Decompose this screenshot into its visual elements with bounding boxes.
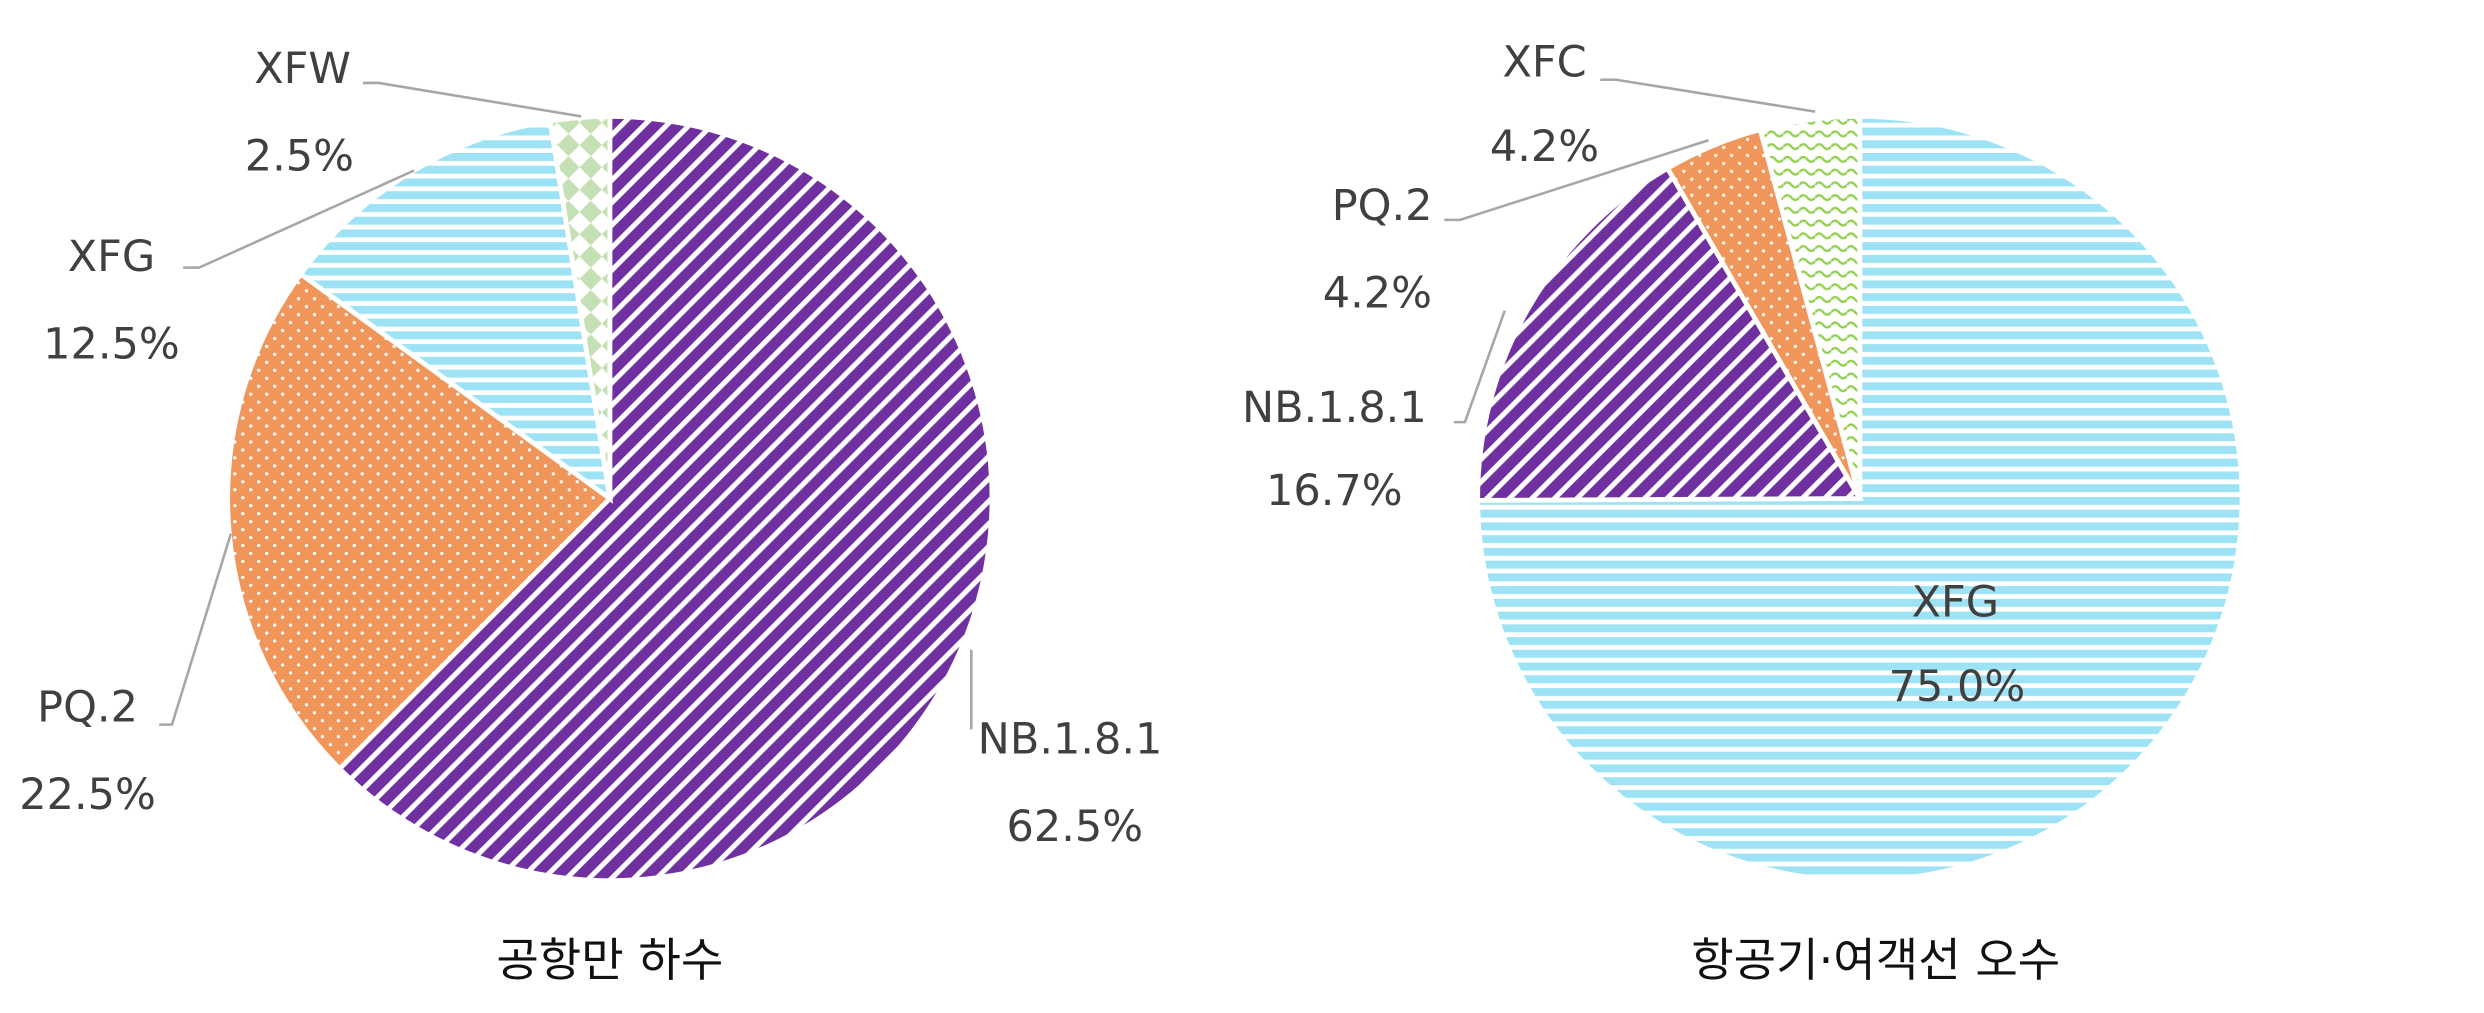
label-value-xfg: 12.5% <box>43 319 180 369</box>
label-name-nb181-right: NB.1.8.1 <box>1242 383 1427 433</box>
leader-line-pq2 <box>159 533 233 726</box>
pie-slice-xfw <box>547 113 613 499</box>
label-value-xfc: 4.2% <box>1490 122 1599 172</box>
label-value-xfw: 2.5% <box>245 132 354 182</box>
leader-line-xfc <box>1600 78 1816 113</box>
label-value-nb181: 62.5% <box>1007 802 1144 852</box>
label-name-xfc: XFC <box>1502 38 1586 88</box>
label-value-xfg-right: 75.0% <box>1889 662 2026 712</box>
label-value-nb181-right: 16.7% <box>1266 466 1403 516</box>
label-name-xfg-right: XFG <box>1912 577 1999 627</box>
pie-slice-pq2 <box>225 270 614 773</box>
chart-title-left: 공항만 하수 <box>496 933 723 987</box>
label-name-xfg: XFG <box>68 232 155 282</box>
pie-slice-nb181 <box>1475 165 1864 503</box>
leader-line-pq2-right <box>1444 139 1709 222</box>
leader-line-xfg <box>183 169 415 269</box>
label-name-pq2-right: PQ.2 <box>1332 181 1433 231</box>
label-value-pq2: 22.5% <box>19 770 156 820</box>
label-name-xfw: XFW <box>254 44 351 94</box>
leader-line-xfw <box>363 81 582 118</box>
pie-slice-xfc <box>1757 113 1863 500</box>
chart-title-right: 항공기·여객선 오수 <box>1691 933 2060 987</box>
label-name-nb181: NB.1.8.1 <box>978 714 1163 764</box>
pie-slice-nb181 <box>336 113 995 884</box>
pie-aircraft-ship-wastewater <box>1475 113 2245 884</box>
label-name-pq2: PQ.2 <box>37 682 138 732</box>
pie-airport-port-sewage <box>225 113 995 884</box>
label-value-pq2-right: 4.2% <box>1323 268 1432 318</box>
leader-line-nb181-right <box>1453 310 1506 424</box>
